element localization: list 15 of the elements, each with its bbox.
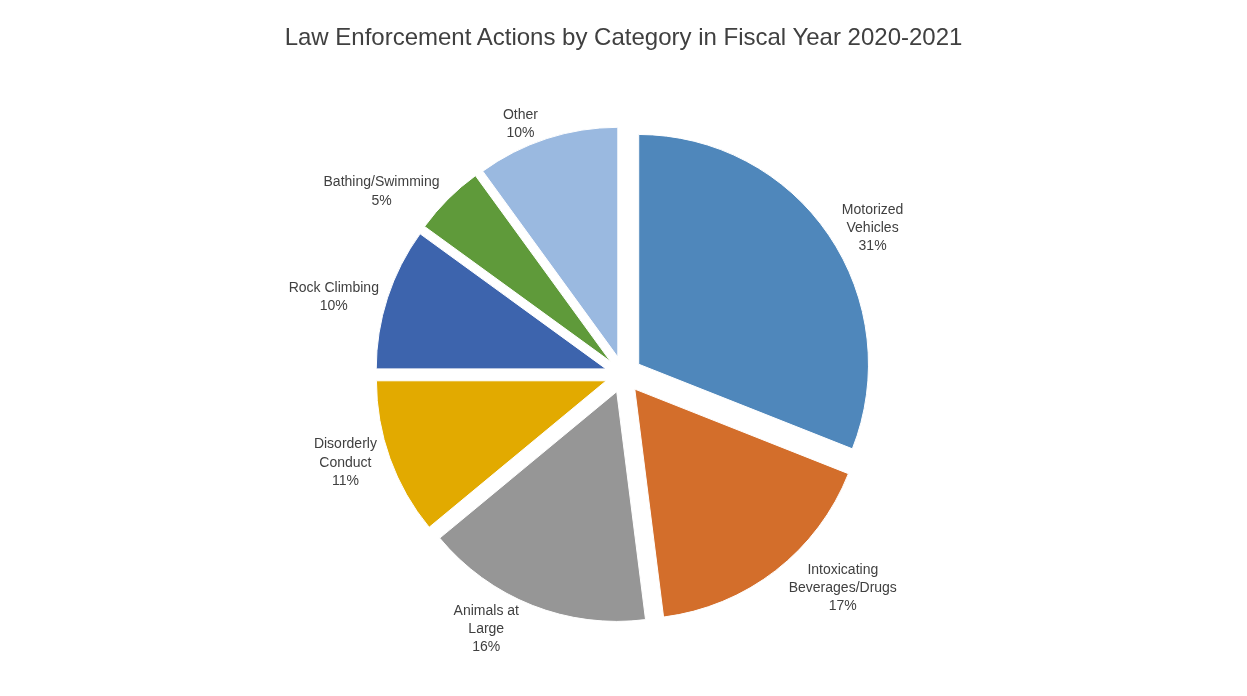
data-label: 17% [828, 597, 857, 614]
slice-label: Other [502, 105, 539, 122]
data-label: 16% [472, 638, 501, 655]
slice-label: Intoxicating Beverages/Drugs [788, 560, 897, 595]
data-label: 10% [319, 297, 348, 314]
data-label: 31% [858, 237, 887, 253]
slice-label: Bathing/Swimming [323, 173, 440, 190]
slice-label: Rock Climbing [288, 279, 379, 296]
data-label: 5% [371, 191, 392, 208]
chart-title: Law Enforcement Actions by Category in Fiscal Year 2020-2021 [284, 22, 963, 50]
data-label: 10% [506, 124, 535, 141]
slice-label: Disorderly Conduct [313, 435, 377, 470]
slice-label: Animals at Large [453, 601, 520, 636]
slice-label: Motorized Vehicles [841, 200, 904, 235]
data-label: 11% [331, 471, 359, 488]
